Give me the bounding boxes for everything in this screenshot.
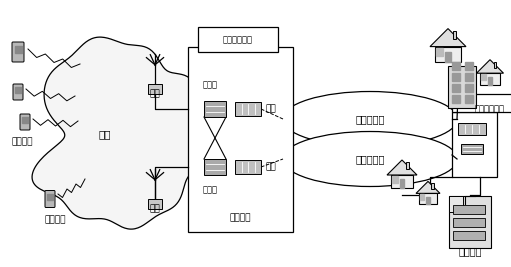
Polygon shape bbox=[465, 84, 473, 92]
Polygon shape bbox=[465, 95, 473, 103]
Text: 手机终端: 手机终端 bbox=[11, 137, 33, 146]
Ellipse shape bbox=[283, 132, 457, 187]
Polygon shape bbox=[32, 37, 250, 229]
Text: 通信控制中心: 通信控制中心 bbox=[475, 104, 505, 113]
Bar bbox=[452, 94, 511, 112]
Bar bbox=[449, 196, 463, 212]
Polygon shape bbox=[465, 73, 473, 81]
Bar bbox=[458, 123, 486, 135]
Polygon shape bbox=[421, 194, 425, 200]
FancyBboxPatch shape bbox=[45, 190, 55, 207]
Bar bbox=[461, 144, 483, 154]
Ellipse shape bbox=[283, 92, 457, 147]
Text: 数据中心: 数据中心 bbox=[458, 246, 482, 256]
Polygon shape bbox=[15, 87, 21, 93]
Polygon shape bbox=[465, 62, 473, 70]
Polygon shape bbox=[436, 48, 443, 56]
Text: 基站: 基站 bbox=[150, 89, 160, 98]
Bar bbox=[198, 27, 278, 52]
Bar bbox=[449, 196, 491, 248]
Bar bbox=[188, 47, 293, 232]
Text: 交换机: 交换机 bbox=[202, 185, 218, 194]
Polygon shape bbox=[416, 181, 440, 193]
Text: 通信控制中心: 通信控制中心 bbox=[223, 35, 253, 44]
Polygon shape bbox=[392, 176, 398, 183]
Bar bbox=[448, 66, 476, 108]
Bar bbox=[204, 101, 226, 117]
Text: 基站: 基站 bbox=[150, 204, 160, 213]
Text: 交换机: 交换机 bbox=[202, 80, 218, 89]
Polygon shape bbox=[476, 60, 503, 73]
Text: 数据主干网: 数据主干网 bbox=[355, 154, 385, 164]
Bar bbox=[204, 159, 226, 175]
FancyBboxPatch shape bbox=[13, 84, 23, 100]
Bar bbox=[235, 160, 261, 174]
Bar bbox=[419, 193, 437, 204]
Bar bbox=[453, 218, 485, 227]
Bar bbox=[148, 199, 162, 209]
Bar bbox=[435, 47, 461, 62]
Polygon shape bbox=[47, 194, 53, 200]
Polygon shape bbox=[22, 117, 28, 123]
Text: 声音主干网: 声音主干网 bbox=[355, 114, 385, 124]
Bar bbox=[453, 231, 485, 240]
Bar bbox=[406, 162, 409, 169]
Polygon shape bbox=[387, 160, 417, 175]
Text: 声音: 声音 bbox=[265, 104, 276, 113]
Polygon shape bbox=[452, 73, 460, 81]
Polygon shape bbox=[426, 197, 430, 204]
FancyBboxPatch shape bbox=[20, 114, 30, 130]
Bar bbox=[431, 183, 434, 189]
Bar bbox=[453, 205, 485, 214]
Polygon shape bbox=[452, 84, 460, 92]
Polygon shape bbox=[488, 77, 492, 85]
Bar bbox=[452, 112, 497, 177]
Bar bbox=[480, 73, 500, 85]
Polygon shape bbox=[445, 52, 451, 62]
Polygon shape bbox=[430, 29, 466, 47]
Text: 接入: 接入 bbox=[99, 129, 111, 139]
Polygon shape bbox=[452, 62, 460, 70]
Polygon shape bbox=[400, 179, 404, 188]
Text: 手机终端: 手机终端 bbox=[44, 215, 66, 224]
Bar bbox=[235, 102, 261, 116]
FancyBboxPatch shape bbox=[12, 42, 24, 62]
Bar bbox=[494, 61, 496, 68]
Bar bbox=[148, 84, 162, 95]
Polygon shape bbox=[14, 46, 21, 53]
Polygon shape bbox=[452, 95, 460, 103]
Text: 边缘网络: 边缘网络 bbox=[230, 214, 251, 222]
Bar bbox=[391, 175, 413, 188]
Polygon shape bbox=[481, 74, 486, 80]
Bar bbox=[453, 31, 456, 40]
Text: 数据: 数据 bbox=[265, 163, 276, 171]
